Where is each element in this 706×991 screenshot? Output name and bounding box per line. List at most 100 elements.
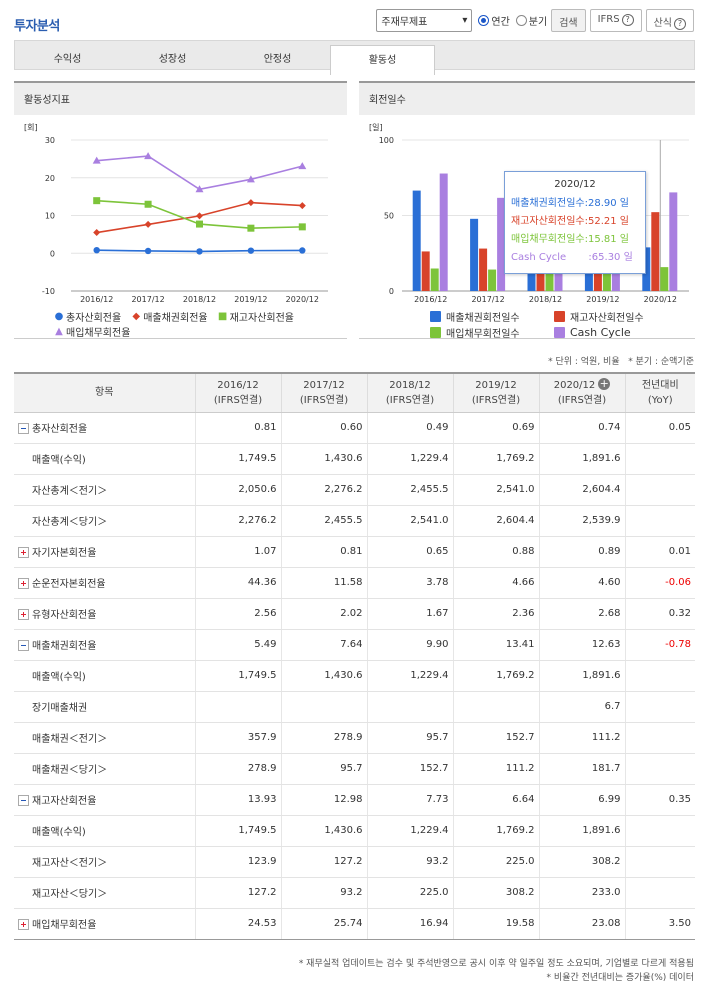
table-cell: 2,276.2 — [281, 474, 368, 506]
tab-3[interactable]: 활동성 — [330, 45, 435, 75]
table-cell: 0.89 — [539, 536, 626, 568]
header-line: 2020/12 + — [553, 376, 611, 391]
row-label: 유형자산회전율 — [14, 598, 196, 630]
table-row: 매출액(수익) 1,749.5 1,430.6 1,229.4 1,769.2 1,891… — [14, 443, 695, 475]
bar[interactable] — [497, 197, 506, 291]
bar[interactable] — [602, 262, 611, 291]
data-point[interactable] — [298, 162, 307, 170]
legend-item[interactable]: ● 총자산회전율 — [52, 309, 122, 324]
table-cell: 6.99 — [539, 784, 626, 816]
tab-1[interactable]: 성장성 — [158, 54, 187, 65]
table-cell: 111.2 — [453, 753, 540, 785]
data-point[interactable] — [93, 229, 101, 237]
legend-item[interactable]: ▲ 매입채무회전율 — [52, 324, 130, 339]
data-point[interactable] — [246, 175, 255, 183]
row-name: 매출액(수익) — [32, 455, 86, 466]
collapse-icon[interactable] — [18, 423, 29, 434]
search-button[interactable]: 검색 — [551, 9, 586, 32]
expand-icon[interactable] — [18, 578, 29, 589]
header-line: (YoY) — [647, 394, 673, 406]
table-cell: 1,229.4 — [367, 660, 454, 692]
expand-icon[interactable] — [18, 609, 29, 620]
data-point[interactable] — [247, 247, 255, 254]
table-cell: 95.7 — [367, 722, 454, 754]
footnote: * 재무실적 업데이트는 검수 및 주석반영으로 공시 이후 약 일주일 정도 … — [298, 959, 694, 969]
legend-item[interactable]: 매입채무회전일수 — [430, 325, 546, 340]
data-point[interactable] — [144, 200, 152, 208]
data-point[interactable] — [298, 223, 306, 231]
bar[interactable] — [669, 192, 678, 291]
table-cell: 1.67 — [367, 598, 454, 630]
row-name: 매출액(수익) — [32, 827, 86, 838]
help-icon: ? — [621, 14, 634, 26]
table-cell: 152.7 — [453, 722, 540, 754]
table-row: 재고자산회전율 13.93 12.98 7.73 6.64 6.99 0.35 — [14, 784, 695, 816]
tab-2[interactable]: 안정성 — [263, 54, 292, 65]
table-cell — [625, 815, 695, 847]
x-tick: 2018/12 — [183, 295, 216, 304]
legend-item[interactable]: 재고자산회전일수 — [554, 309, 644, 324]
table-row: 자산총계＜전기＞ 2,050.6 2,276.2 2,455.5 2,541.0 2,60… — [14, 474, 695, 506]
table-cell: 13.41 — [453, 629, 540, 661]
data-point[interactable] — [195, 185, 204, 193]
legend-marker-icon — [430, 327, 441, 338]
data-point[interactable] — [196, 212, 203, 220]
data-point[interactable] — [93, 246, 100, 254]
formula-button[interactable]: 산식? — [645, 9, 694, 32]
chart-legend: ● 총자산회전율 ◆ 매출채권회전율 ■ 재고자산회전율 ▲ 매입채무회전율 — [52, 309, 342, 339]
bar[interactable] — [470, 218, 479, 291]
bar[interactable] — [642, 247, 651, 291]
collapse-icon[interactable] — [18, 795, 29, 806]
expand-icon[interactable] — [18, 919, 29, 930]
data-point[interactable] — [299, 247, 306, 254]
bar[interactable] — [439, 173, 448, 291]
bar[interactable] — [488, 269, 497, 291]
bar[interactable] — [412, 190, 421, 291]
data-point[interactable] — [144, 152, 153, 160]
radio-annual[interactable]: 연간 — [478, 13, 510, 28]
legend-item[interactable]: ■ 재고자산회전율 — [216, 309, 294, 324]
expand-icon[interactable] — [18, 547, 29, 558]
table-cell: 2.02 — [281, 598, 368, 630]
statement-select[interactable]: 주재무제표 ▾ — [376, 9, 473, 32]
collapse-icon[interactable] — [18, 640, 29, 651]
table-cell: 25.74 — [281, 908, 368, 940]
ifrs-button[interactable]: IFRS? — [589, 9, 642, 32]
table-cell: 13.93 — [195, 784, 282, 816]
tooltip-row: 재고자산회전일수:52.21 일 — [511, 216, 629, 227]
legend-item[interactable]: 매출채권회전일수 — [430, 309, 546, 324]
tab-0[interactable]: 수익성 — [53, 54, 82, 65]
y-tick: 100 — [379, 136, 394, 145]
bar[interactable] — [660, 267, 669, 291]
bar[interactable] — [651, 212, 660, 291]
data-point[interactable] — [196, 248, 203, 255]
data-point[interactable] — [247, 224, 255, 232]
bar[interactable] — [545, 258, 554, 291]
data-point[interactable] — [298, 202, 306, 210]
data-point[interactable] — [144, 220, 152, 228]
header-line: (IFRS연결) — [471, 394, 521, 406]
table-cell: 278.9 — [281, 722, 368, 754]
legend-item[interactable]: Cash Cycle — [554, 326, 631, 339]
table-row: 매출채권＜전기＞ 357.9 278.9 95.7 152.7 111.2 — [14, 722, 695, 754]
bar[interactable] — [430, 268, 439, 291]
legend-item[interactable]: ◆ 매출채권회전율 — [129, 309, 207, 324]
table-cell: 16.94 — [367, 908, 454, 940]
add-column-icon[interactable]: + — [598, 376, 611, 390]
tooltip-title: 2020/12 — [554, 179, 596, 190]
header-line: (IFRS연결) — [213, 394, 263, 406]
legend-marker-icon — [554, 311, 565, 322]
x-tick: 2016/12 — [414, 295, 447, 304]
data-point[interactable] — [247, 199, 255, 207]
radio-quarter[interactable]: 분기 — [515, 13, 547, 28]
table-cell: 357.9 — [195, 722, 282, 754]
data-point[interactable] — [93, 197, 101, 205]
data-point[interactable] — [92, 156, 101, 164]
data-point[interactable] — [196, 220, 203, 228]
row-name: 매출채권＜당기＞ — [32, 765, 108, 776]
table-cell — [453, 691, 540, 723]
data-point[interactable] — [144, 247, 152, 255]
bar[interactable] — [479, 248, 488, 291]
bar[interactable] — [421, 251, 430, 291]
table-cell: 2,541.0 — [453, 474, 540, 506]
